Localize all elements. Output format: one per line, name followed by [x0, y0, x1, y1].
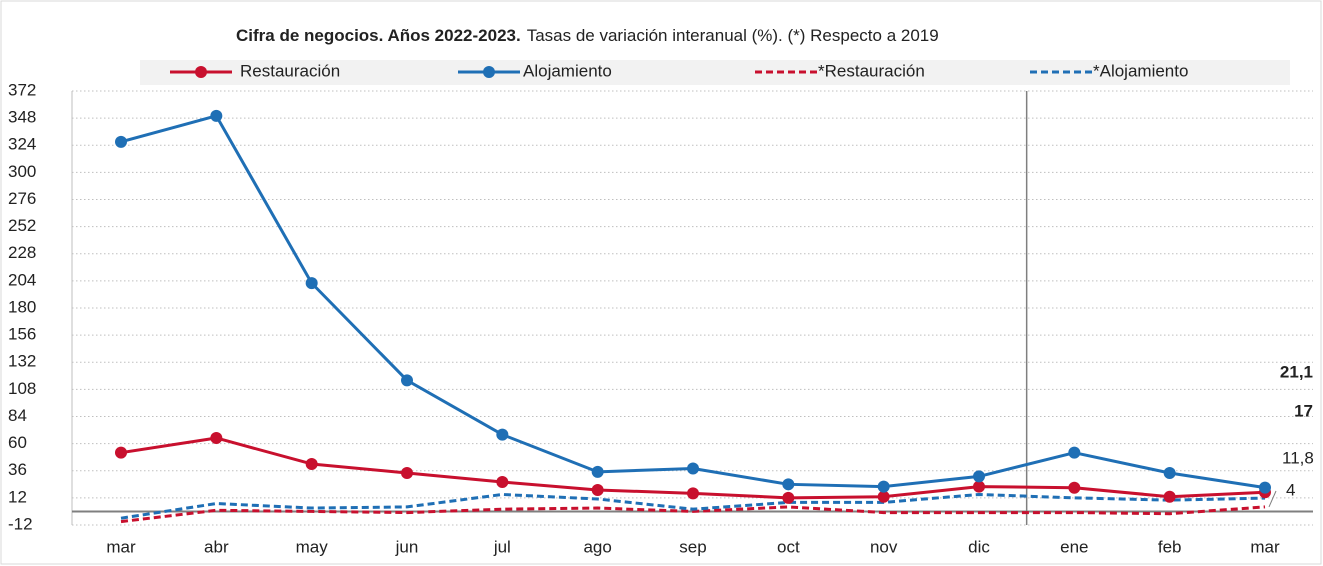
x-tick-label: ene — [1060, 537, 1088, 556]
point — [496, 428, 509, 441]
y-tick-label: 348 — [8, 108, 36, 127]
y-tick-label: 108 — [8, 379, 36, 398]
value-label: 11,8 — [1282, 448, 1314, 467]
point — [591, 483, 604, 496]
value-label: 4 — [1286, 480, 1295, 499]
y-tick-label: -12 — [8, 514, 33, 533]
value-label: 17 — [1294, 401, 1313, 420]
x-tick-label: abr — [204, 537, 229, 556]
point — [687, 487, 699, 500]
x-tick-label: sep — [679, 537, 706, 556]
y-tick-label: 84 — [8, 406, 27, 425]
y-tick-label: 204 — [8, 270, 36, 289]
point — [115, 135, 127, 148]
point — [1163, 490, 1176, 503]
point — [115, 446, 127, 459]
y-tick-label: 372 — [8, 80, 36, 99]
x-tick-label: jun — [395, 537, 419, 556]
title-rest: Tasas de variación interanual (%). (*) R… — [527, 26, 939, 45]
y-tick-label: 324 — [8, 135, 36, 154]
x-tick-label: may — [296, 537, 329, 556]
point — [210, 109, 223, 122]
point — [401, 467, 413, 480]
legend-marker — [195, 66, 207, 78]
y-tick-label: 180 — [8, 297, 36, 316]
point — [1068, 481, 1081, 494]
point — [496, 476, 509, 489]
legend-label: *Alojamiento — [1093, 61, 1188, 80]
y-tick-label: 60 — [8, 433, 27, 452]
point — [782, 491, 795, 504]
x-tick-label: dic — [968, 537, 990, 556]
legend-background — [140, 60, 1290, 85]
legend-label: Restauración — [240, 61, 340, 80]
x-tick-label: feb — [1158, 537, 1182, 556]
point — [877, 480, 890, 493]
y-tick-label: 36 — [8, 460, 27, 479]
label-leader — [1268, 490, 1277, 508]
y-tick-label: 276 — [8, 189, 36, 208]
y-tick-label: 156 — [8, 325, 36, 344]
point — [782, 478, 795, 491]
point — [687, 462, 699, 475]
legend-label: Alojamiento — [523, 61, 612, 80]
y-tick-label: 252 — [8, 216, 36, 235]
title-bold: Cifra de negocios. Años 2022-2023. — [236, 26, 521, 45]
value-label: 21,1 — [1280, 362, 1313, 381]
legend-label: *Restauración — [818, 61, 925, 80]
x-tick-label: oct — [777, 537, 800, 556]
y-tick-label: 300 — [8, 162, 36, 181]
legend-marker — [483, 66, 495, 78]
point — [877, 490, 890, 503]
y-tick-label: 12 — [8, 487, 27, 506]
y-tick-label: 132 — [8, 352, 36, 371]
point — [591, 465, 604, 478]
x-tick-label: ago — [583, 537, 611, 556]
series-line — [120, 505, 1266, 524]
point — [973, 480, 985, 493]
point — [210, 431, 223, 444]
x-tick-label: mar — [106, 537, 136, 556]
point — [1259, 481, 1271, 494]
x-tick-label: mar — [1250, 537, 1280, 556]
series-line — [120, 492, 1266, 520]
point — [401, 374, 413, 387]
x-tick-label: jul — [493, 537, 511, 556]
y-tick-label: 228 — [8, 243, 36, 262]
point — [1068, 446, 1081, 459]
point — [305, 457, 318, 470]
point — [305, 277, 318, 290]
chart-title: Cifra de negocios. Años 2022-2023. Tasas … — [236, 26, 939, 45]
point — [973, 470, 985, 483]
x-tick-label: nov — [870, 537, 898, 556]
point — [1163, 467, 1176, 480]
